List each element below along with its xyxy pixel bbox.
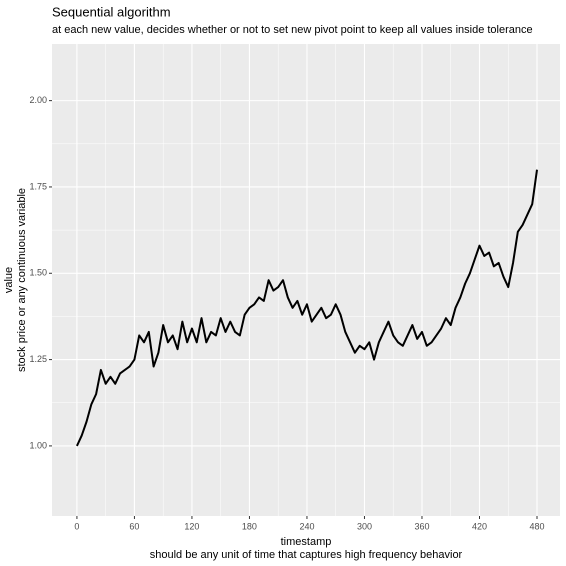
- y-tick-label: 1.00: [29, 440, 47, 450]
- chart-subtitle: at each new value, decides whether or no…: [52, 24, 533, 36]
- x-tick-label: 120: [184, 521, 199, 531]
- x-tick-label: 0: [74, 521, 79, 531]
- x-tick-label: 60: [129, 521, 139, 531]
- x-tick-label: 420: [472, 521, 487, 531]
- x-tick-label: 240: [299, 521, 314, 531]
- y-tick-label: 1.75: [29, 181, 47, 191]
- x-tick-label: 480: [529, 521, 544, 531]
- x-axis-title: timestamp: [281, 536, 332, 548]
- panel: [52, 44, 560, 516]
- x-tick-label: 360: [414, 521, 429, 531]
- y-tick-label: 2.00: [29, 95, 47, 105]
- x-tick-label: 180: [242, 521, 257, 531]
- x-tick-label: 300: [357, 521, 372, 531]
- y-tick-label: 1.25: [29, 354, 47, 364]
- y-axis-title: value: [3, 267, 15, 293]
- chart-title: Sequential algorithm: [52, 4, 171, 19]
- y-tick-label: 1.50: [29, 268, 47, 278]
- y-axis-subtitle: stock price or any continuous variable: [16, 188, 28, 372]
- data-line: [76, 169, 538, 447]
- x-axis-subtitle: should be any unit of time that captures…: [150, 549, 463, 561]
